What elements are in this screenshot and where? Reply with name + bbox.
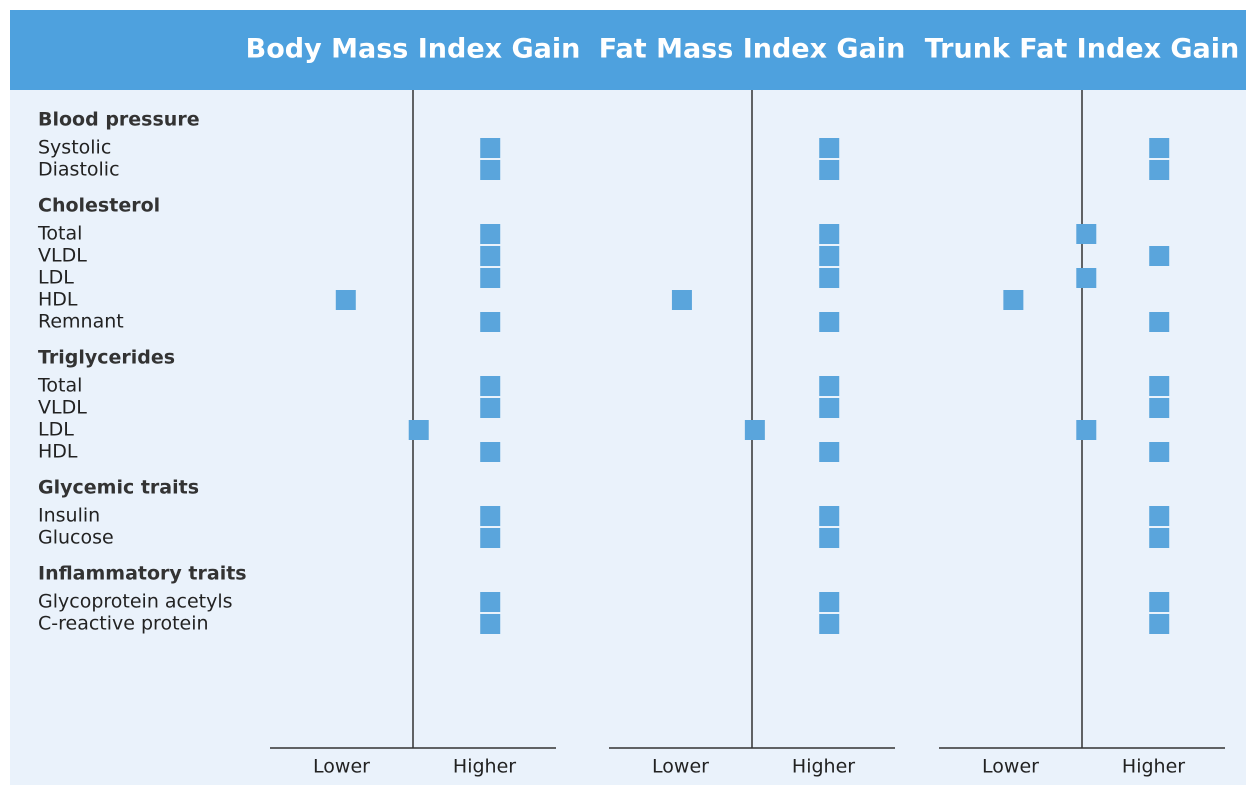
marker bbox=[819, 442, 840, 462]
marker bbox=[819, 246, 840, 266]
marker bbox=[480, 246, 501, 266]
marker bbox=[1076, 420, 1097, 440]
group-header: Inflammatory traits bbox=[38, 563, 247, 585]
marker bbox=[819, 268, 840, 288]
marker bbox=[819, 160, 840, 180]
row-label: C-reactive protein bbox=[38, 613, 209, 635]
marker bbox=[1149, 506, 1170, 526]
marker bbox=[1149, 312, 1170, 332]
marker bbox=[819, 398, 840, 418]
group-header: Glycemic traits bbox=[38, 477, 199, 499]
marker bbox=[1149, 376, 1170, 396]
marker bbox=[819, 506, 840, 526]
x-tick-label: Lower bbox=[982, 756, 1039, 778]
row-label: HDL bbox=[38, 289, 78, 311]
x-tick-label: Higher bbox=[792, 756, 855, 778]
marker bbox=[1149, 528, 1170, 548]
marker bbox=[819, 312, 840, 332]
marker bbox=[480, 528, 501, 548]
x-tick-label: Lower bbox=[652, 756, 709, 778]
row-label: Total bbox=[37, 375, 82, 397]
row-label: Systolic bbox=[38, 137, 111, 159]
marker bbox=[480, 376, 501, 396]
marker bbox=[480, 398, 501, 418]
row-label: Total bbox=[37, 223, 82, 245]
x-tick-label: Higher bbox=[453, 756, 516, 778]
row-label: VLDL bbox=[38, 397, 87, 419]
row-label: Insulin bbox=[38, 505, 100, 527]
marker bbox=[819, 592, 840, 612]
marker bbox=[819, 528, 840, 548]
marker bbox=[480, 224, 501, 244]
row-label: Diastolic bbox=[38, 159, 120, 181]
marker bbox=[819, 138, 840, 158]
marker bbox=[408, 420, 429, 440]
panel-title: Body Mass Index Gain bbox=[246, 34, 581, 65]
panel-title: Trunk Fat Index Gain bbox=[925, 34, 1240, 65]
row-label: LDL bbox=[38, 267, 74, 289]
marker bbox=[1149, 398, 1170, 418]
marker bbox=[335, 290, 356, 310]
x-tick-label: Higher bbox=[1122, 756, 1185, 778]
panel-title: Fat Mass Index Gain bbox=[599, 34, 906, 65]
marker bbox=[819, 224, 840, 244]
marker bbox=[480, 138, 501, 158]
marker bbox=[1149, 246, 1170, 266]
group-header: Cholesterol bbox=[38, 195, 160, 217]
marker bbox=[1149, 614, 1170, 634]
marker bbox=[480, 506, 501, 526]
marker bbox=[819, 614, 840, 634]
marker bbox=[1003, 290, 1024, 310]
marker bbox=[480, 442, 501, 462]
row-label: LDL bbox=[38, 419, 74, 441]
group-header: Blood pressure bbox=[38, 109, 200, 131]
marker bbox=[480, 160, 501, 180]
marker bbox=[480, 312, 501, 332]
marker bbox=[1149, 442, 1170, 462]
header-band bbox=[10, 10, 1246, 90]
marker bbox=[671, 290, 692, 310]
marker bbox=[819, 376, 840, 396]
row-label: VLDL bbox=[38, 245, 87, 267]
group-header: Triglycerides bbox=[38, 347, 175, 369]
row-label: Glucose bbox=[38, 527, 114, 549]
marker bbox=[1149, 138, 1170, 158]
marker bbox=[1149, 592, 1170, 612]
row-label: Glycoprotein acetyls bbox=[38, 591, 233, 613]
marker bbox=[1149, 160, 1170, 180]
marker bbox=[744, 420, 765, 440]
marker bbox=[1076, 224, 1097, 244]
x-tick-label: Lower bbox=[313, 756, 370, 778]
row-label: HDL bbox=[38, 441, 78, 463]
marker bbox=[480, 268, 501, 288]
background bbox=[10, 10, 1246, 785]
marker bbox=[480, 614, 501, 634]
marker bbox=[1076, 268, 1097, 288]
row-label: Remnant bbox=[38, 311, 124, 333]
marker bbox=[480, 592, 501, 612]
